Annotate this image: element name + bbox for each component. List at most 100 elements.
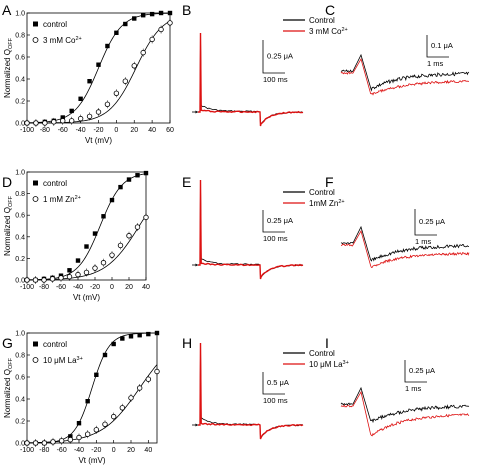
data-point-circle bbox=[24, 120, 30, 126]
y-axis-label: Normalized QOFF bbox=[3, 195, 14, 256]
control-trace bbox=[340, 225, 470, 262]
data-point-square bbox=[85, 399, 90, 404]
data-point-circle bbox=[102, 421, 108, 427]
panel-letter: G bbox=[2, 335, 13, 351]
data-point-circle bbox=[84, 431, 91, 437]
y-axis-label: Normalized QOFF bbox=[3, 357, 14, 418]
data-point-circle bbox=[131, 63, 137, 69]
data-point-circle bbox=[154, 368, 160, 375]
y-axis-label: Normalized QOFF bbox=[3, 37, 14, 98]
y-tick-label: 0.8 bbox=[15, 353, 25, 360]
y-tick-label: 0.0 bbox=[15, 441, 25, 448]
scale-bar-y-label: 0.25 μA bbox=[267, 52, 293, 61]
data-point-circle bbox=[149, 36, 155, 43]
chart-panel-G: G -100 -80 -60 -40 -20 0 20 40 0.0 0.2 0.4 0.6 0.8 1.0… bbox=[2, 331, 160, 465]
data-point-square bbox=[120, 336, 125, 341]
data-point-circle bbox=[49, 276, 56, 282]
panel-letter: F bbox=[325, 174, 334, 190]
fit-curve-0 bbox=[26, 173, 147, 281]
data-point-square bbox=[135, 173, 140, 178]
scale-bar-y-label: 0.25 μA bbox=[419, 217, 445, 226]
data-point-square bbox=[111, 341, 116, 347]
panel-letter: D bbox=[2, 174, 12, 190]
x-axis-label: Vt (mV) bbox=[73, 293, 100, 302]
x-tick-label: -80 bbox=[39, 284, 49, 291]
x-tick-label: 0 bbox=[112, 447, 116, 454]
trace-panel-I: I 0.25 μA 1 ms bbox=[325, 335, 470, 437]
data-point-square bbox=[76, 421, 82, 426]
data-point-circle bbox=[77, 115, 84, 122]
data-point-square bbox=[137, 333, 142, 338]
data-point-square bbox=[87, 79, 92, 84]
arrow-head-icon bbox=[195, 263, 198, 267]
data-point-circle bbox=[128, 395, 134, 401]
x-tick-label: 40 bbox=[144, 447, 152, 454]
scale-bar bbox=[426, 35, 449, 58]
scale-bar-y-label: 0.25 μA bbox=[409, 366, 435, 375]
trace-panel-E: E Control 1mM Zn2+ 0.25 μA 100 ms bbox=[182, 174, 345, 280]
legend-label: control bbox=[43, 20, 67, 29]
data-point-square bbox=[143, 170, 149, 176]
data-point-circle bbox=[33, 120, 39, 126]
data-point-circle bbox=[86, 113, 93, 120]
data-point-circle bbox=[104, 101, 111, 107]
y-tick-label: 1.0 bbox=[15, 331, 25, 338]
x-tick-label: 40 bbox=[148, 127, 156, 134]
trace-panel-C: C 0.1 μA 1 ms bbox=[325, 2, 470, 96]
data-point-square bbox=[96, 62, 101, 67]
plot-frame bbox=[26, 332, 158, 444]
ion-trace bbox=[198, 179, 304, 280]
y-tick-label: 1.0 bbox=[15, 170, 25, 177]
x-tick-label: 40 bbox=[142, 284, 150, 291]
legend-marker-square bbox=[33, 21, 38, 27]
data-point-circle bbox=[75, 271, 81, 278]
data-point-circle bbox=[117, 242, 124, 249]
plot-frame bbox=[26, 171, 147, 281]
legend-label: Control bbox=[309, 188, 335, 197]
x-axis-label: Vt (mV) bbox=[85, 136, 112, 145]
y-tick-label: 0.0 bbox=[15, 278, 25, 285]
trace-panel-F: F 0.25 μA 1 ms bbox=[325, 174, 470, 268]
data-point-circle bbox=[167, 20, 173, 26]
data-point-circle bbox=[68, 118, 75, 124]
data-point-circle bbox=[41, 440, 48, 446]
control-trace bbox=[340, 386, 470, 424]
y-tick-label: 0.4 bbox=[15, 77, 25, 84]
panel-letter: H bbox=[182, 335, 192, 351]
data-point-circle bbox=[140, 49, 146, 56]
x-tick-label: -80 bbox=[40, 127, 50, 134]
data-point-circle bbox=[100, 260, 107, 266]
scale-bar bbox=[262, 40, 285, 74]
data-point-square bbox=[78, 96, 83, 101]
data-point-square bbox=[102, 352, 108, 358]
y-tick-label: 0.8 bbox=[15, 191, 25, 198]
x-tick-label: -20 bbox=[90, 284, 100, 291]
data-point-circle bbox=[50, 439, 56, 445]
x-tick-label: -60 bbox=[57, 447, 67, 454]
ion-trace bbox=[340, 390, 470, 437]
data-point-circle bbox=[24, 440, 30, 446]
legend-label: control bbox=[43, 340, 67, 349]
x-tick-label: -60 bbox=[58, 127, 68, 134]
ion-trace bbox=[340, 57, 470, 96]
data-point-square bbox=[94, 372, 99, 377]
data-point-square bbox=[105, 43, 110, 49]
scale-bar-y-label: 0.5 μA bbox=[267, 378, 289, 387]
scale-bar-y-label: 0.25 μA bbox=[267, 216, 293, 225]
arrow-head-icon bbox=[195, 110, 198, 114]
data-point-circle bbox=[32, 440, 39, 446]
legend-label: 1 mM Zn2+ bbox=[43, 195, 81, 204]
panel-letter: B bbox=[182, 2, 191, 18]
legend-marker-square bbox=[33, 341, 38, 347]
trace-panel-H: H Control 10 μM La3+ 0.5 μA 100 ms bbox=[182, 335, 349, 440]
y-tick-label: 1.0 bbox=[15, 11, 25, 18]
data-point-circle bbox=[119, 405, 126, 411]
scale-bar bbox=[404, 360, 427, 383]
y-tick-label: 0.0 bbox=[15, 121, 25, 128]
data-point-square bbox=[84, 244, 89, 249]
x-tick-label: 60 bbox=[166, 127, 174, 134]
x-tick-label: -20 bbox=[93, 127, 103, 134]
data-point-circle bbox=[32, 277, 39, 283]
y-tick-label: 0.8 bbox=[15, 33, 25, 40]
